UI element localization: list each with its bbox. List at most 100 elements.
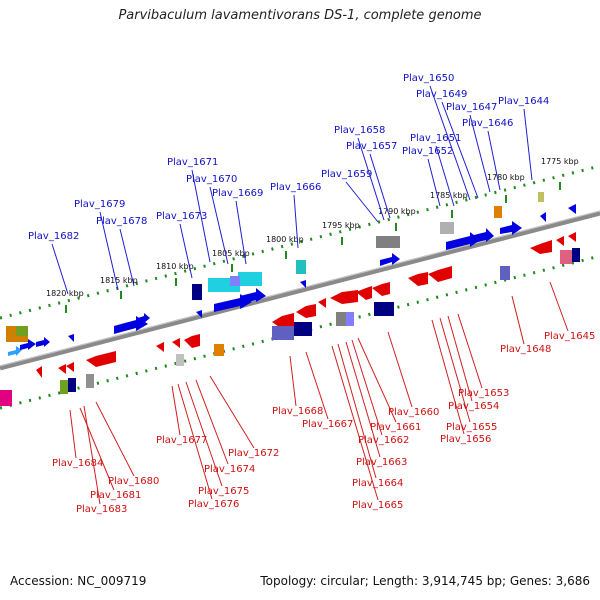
reverse-gene-label[interactable]: Plav_1645 — [544, 331, 595, 342]
gene-block — [572, 248, 580, 262]
gene-arrow — [556, 236, 564, 246]
forward-gene-label[interactable]: Plav_1679 — [74, 199, 125, 210]
reverse-gene-label[interactable]: Plav_1674 — [204, 464, 255, 475]
kbp-tick-label: 1810 kbp — [156, 262, 194, 271]
reverse-gene-label[interactable]: Plav_1663 — [356, 457, 407, 468]
reverse-gene-label[interactable]: Plav_1675 — [198, 486, 249, 497]
forward-gene-label[interactable]: Plav_1649 — [416, 89, 467, 100]
gene-block — [176, 354, 184, 366]
forward-gene-label[interactable]: Plav_1650 — [403, 73, 454, 84]
forward-gene-label[interactable]: Plav_1670 — [186, 174, 237, 185]
gene-block — [296, 260, 306, 274]
gene-arrow — [172, 338, 180, 348]
gene-arrow — [568, 204, 576, 214]
reverse-gene-label[interactable]: Plav_1662 — [358, 435, 409, 446]
gene-block — [214, 344, 224, 356]
reverse-gene-label[interactable]: Plav_1664 — [352, 478, 403, 489]
forward-leader-line — [119, 228, 135, 287]
reverse-gene-label[interactable]: Plav_1668 — [272, 406, 323, 417]
gene-block — [230, 276, 240, 286]
forward-leader-line — [51, 243, 69, 295]
forward-leader-line — [429, 85, 471, 201]
forward-gene-label[interactable]: Plav_1659 — [321, 169, 372, 180]
reverse-gene-label[interactable]: Plav_1648 — [500, 344, 551, 355]
reverse-gene-label[interactable]: Plav_1655 — [446, 422, 497, 433]
reverse-leader-line — [79, 407, 115, 491]
forward-gene-label[interactable]: Plav_1682 — [28, 231, 79, 242]
gene-arrow — [66, 362, 74, 372]
gene-arrow — [500, 221, 522, 235]
gene-arrow — [470, 228, 494, 244]
forward-leader-line — [435, 145, 455, 207]
reverse-gene-label[interactable]: Plav_1676 — [188, 499, 239, 510]
reverse-leader-line — [331, 345, 379, 501]
reverse-gene-label[interactable]: Plav_1672 — [228, 448, 279, 459]
forward-leader-line — [209, 186, 229, 265]
reverse-gene-label[interactable]: Plav_1681 — [90, 490, 141, 501]
forward-gene-label[interactable]: Plav_1666 — [270, 182, 321, 193]
kbp-tick-label: 1800 kbp — [266, 235, 304, 244]
gene-arrow — [184, 334, 200, 348]
reverse-gene-label[interactable]: Plav_1677 — [156, 435, 207, 446]
forward-gene-label[interactable]: Plav_1669 — [212, 188, 263, 199]
forward-leader-line — [345, 181, 379, 223]
reverse-gene-label[interactable]: Plav_1684 — [52, 458, 103, 469]
reverse-gene-label[interactable]: Plav_1683 — [76, 504, 127, 515]
gene-block — [500, 266, 510, 280]
reverse-leader-line — [431, 319, 465, 435]
reverse-gene-label[interactable]: Plav_1653 — [458, 388, 509, 399]
forward-gene-label[interactable]: Plav_1651 — [410, 133, 461, 144]
reverse-gene-label[interactable]: Plav_1667 — [302, 419, 353, 430]
gene-arrow — [428, 266, 452, 282]
gene-block — [538, 192, 544, 202]
reverse-leader-line — [549, 281, 569, 332]
forward-leader-line — [179, 223, 193, 279]
kbp-tick-label: 1795 kbp — [322, 221, 360, 230]
reverse-gene-label[interactable]: Plav_1661 — [370, 422, 421, 433]
forward-gene-label[interactable]: Plav_1647 — [446, 102, 497, 113]
reverse-leader-line — [195, 379, 229, 465]
reverse-gene-label[interactable]: Plav_1660 — [388, 407, 439, 418]
forward-leader-line — [191, 169, 211, 263]
forward-gene-label[interactable]: Plav_1657 — [346, 141, 397, 152]
reverse-gene-label[interactable]: Plav_1656 — [440, 434, 491, 445]
kbp-tick-label: 1790 kbp — [378, 207, 416, 216]
reverse-leader-line — [387, 331, 413, 408]
gene-block — [560, 250, 572, 264]
kbp-tick-label: 1780 kbp — [487, 173, 525, 182]
gene-arrow — [530, 240, 552, 254]
gene-arrow — [380, 253, 400, 266]
gene-block — [346, 312, 354, 326]
forward-gene-label[interactable]: Plav_1644 — [498, 96, 549, 107]
forward-gene-label[interactable]: Plav_1678 — [96, 216, 147, 227]
forward-gene-label[interactable]: Plav_1646 — [462, 118, 513, 129]
forward-leader-line — [293, 194, 299, 249]
forward-leader-line — [469, 114, 491, 193]
reverse-gene-label[interactable]: Plav_1680 — [108, 476, 159, 487]
gene-arrow — [356, 286, 372, 300]
reverse-leader-line — [439, 317, 471, 423]
gene-arrow — [86, 351, 116, 367]
gene-block — [68, 378, 76, 392]
forward-leader-line — [235, 200, 247, 265]
forward-gene-label[interactable]: Plav_1673 — [156, 211, 207, 222]
topology-text: Topology: circular; Length: 3,914,745 bp… — [260, 574, 590, 588]
reverse-leader-line — [209, 375, 255, 449]
gene-arrow — [372, 282, 390, 296]
forward-gene-label[interactable]: Plav_1658 — [334, 125, 385, 136]
gene-arrow — [36, 366, 42, 378]
reverse-leader-line — [185, 381, 223, 487]
reverse-leader-line — [457, 313, 483, 389]
map-title: Parvibaculum lavamentivorans DS-1, compl… — [118, 8, 482, 23]
forward-gene-label[interactable]: Plav_1652 — [402, 146, 453, 157]
gene-arrow — [196, 310, 202, 318]
forward-gene-label[interactable]: Plav_1671 — [167, 157, 218, 168]
gene-arrow — [8, 346, 22, 356]
gene-arrow — [36, 337, 50, 347]
reverse-gene-label[interactable]: Plav_1665 — [352, 500, 403, 511]
gene-arrow — [20, 339, 36, 350]
reverse-gene-label[interactable]: Plav_1654 — [448, 401, 499, 412]
kbp-tick-label: 1775 kbp — [541, 157, 579, 166]
forward-leader-line — [441, 101, 479, 199]
forward-genes — [6, 192, 576, 356]
